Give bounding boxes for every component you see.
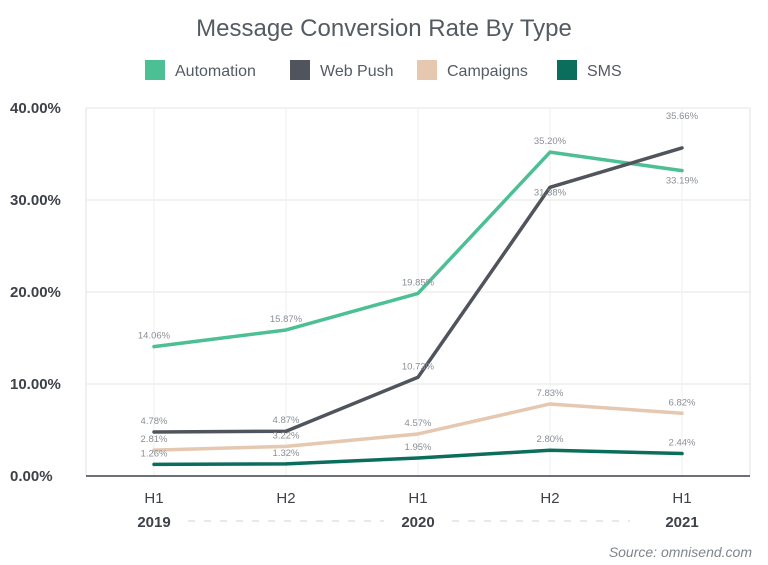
- y-tick-label: 40.00%: [10, 100, 61, 117]
- year-label: 2020: [401, 514, 434, 531]
- legend-label-3: SMS: [587, 63, 622, 80]
- legend-label-1: Web Push: [320, 63, 394, 80]
- x-tick-label: H2: [540, 490, 559, 507]
- data-label: 1.32%: [273, 448, 300, 459]
- data-labels: 14.06% 15.87% 19.85% 35.20% 33.19% 4.78% 4.87%…: [138, 111, 699, 459]
- y-tick-label: 0.00%: [10, 468, 53, 485]
- y-tick-label: 10.00%: [10, 376, 61, 393]
- year-label: 2019: [137, 514, 170, 531]
- legend-swatch-0: [145, 60, 165, 80]
- x-tick-label: H1: [408, 490, 427, 507]
- data-label: 1.95%: [405, 442, 432, 453]
- data-label: 1.26%: [141, 448, 168, 459]
- data-label: 4.57%: [405, 418, 432, 429]
- data-label: 15.87%: [270, 314, 303, 325]
- series-lines: [152, 146, 684, 467]
- legend-swatch-1: [290, 60, 310, 80]
- axes: 0.00% 10.00% 20.00% 30.00% 40.00% H1 H2 H1 H2 H1 2…: [10, 100, 750, 531]
- year-label: 2021: [665, 514, 698, 531]
- data-label: 4.78%: [141, 416, 168, 427]
- series-line-3: [152, 448, 684, 467]
- y-tick-label: 20.00%: [10, 284, 61, 301]
- chart-title: Message Conversion Rate By Type: [196, 15, 572, 42]
- data-label: 2.44%: [669, 438, 696, 449]
- data-label: 35.20%: [534, 136, 567, 147]
- y-tick-label: 30.00%: [10, 192, 61, 209]
- legend-swatch-3: [557, 60, 577, 80]
- source-note: Source: omnisend.com: [609, 544, 753, 560]
- grid: [85, 107, 751, 476]
- data-label: 14.06%: [138, 331, 171, 342]
- series-line-2: [152, 402, 684, 452]
- data-label: 35.66%: [666, 111, 699, 122]
- legend-swatch-2: [417, 60, 437, 80]
- data-label: 6.82%: [669, 397, 696, 408]
- x-tick-label: H1: [672, 490, 691, 507]
- legend-label-0: Automation: [175, 63, 256, 80]
- data-label: 3.22%: [273, 430, 300, 441]
- series-line-0: [152, 150, 684, 349]
- legend: Automation Web Push Campaigns SMS: [145, 60, 622, 80]
- data-label: 2.81%: [141, 434, 168, 445]
- x-tick-label: H1: [144, 490, 163, 507]
- series-line-1: [152, 146, 684, 434]
- x-tick-label: H2: [276, 490, 295, 507]
- data-label: 31.38%: [534, 187, 567, 198]
- data-label: 19.85%: [402, 277, 435, 288]
- legend-label-2: Campaigns: [447, 63, 528, 80]
- data-label: 4.87%: [273, 415, 300, 426]
- data-label: 33.19%: [666, 176, 699, 187]
- data-label: 10.73%: [402, 361, 435, 372]
- data-label: 2.80%: [537, 434, 564, 445]
- data-label: 7.83%: [537, 388, 564, 399]
